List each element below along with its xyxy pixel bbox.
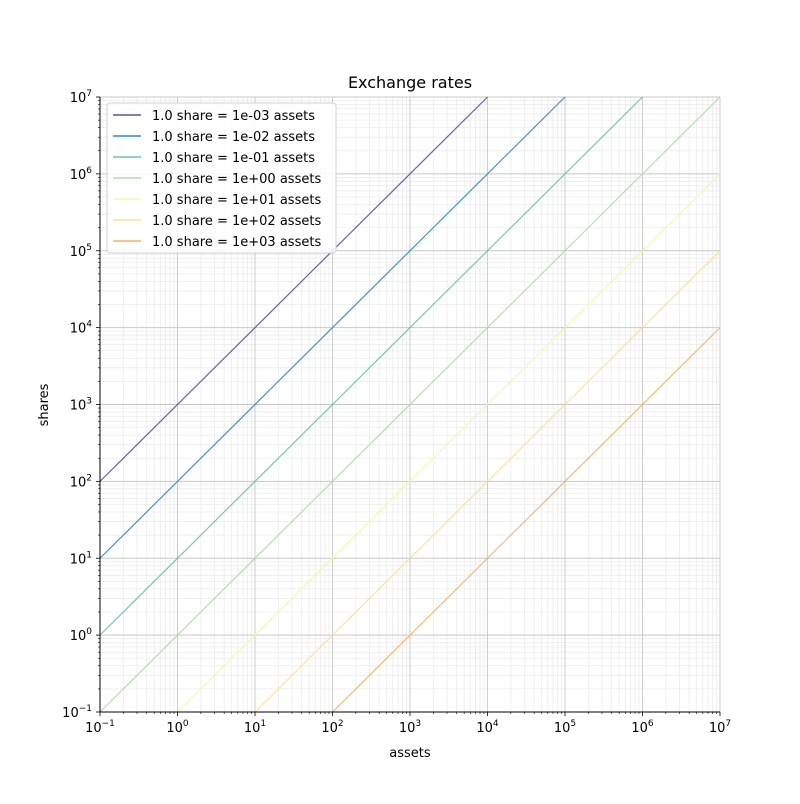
legend-label: 1.0 share = 1e+03 assets [152,235,321,250]
legend-label: 1.0 share = 1e-03 assets [152,109,315,124]
y-tick-label: 10−1 [62,704,92,721]
series-line [332,327,721,713]
legend-label: 1.0 share = 1e+01 assets [152,193,321,208]
series-line [99,96,566,559]
y-tick-label: 103 [70,397,92,414]
y-tick-label: 104 [70,320,93,337]
legend-box [106,102,337,254]
legend-label: 1.0 share = 1e-01 assets [152,151,315,166]
x-tick-label: 101 [244,719,266,736]
x-tick-label: 102 [321,719,343,736]
x-tick-label: 106 [631,719,654,736]
x-tick-label: 104 [476,719,499,736]
y-tick-label: 101 [70,550,92,567]
y-tick-label: 102 [70,473,92,490]
x-axis-label: assets [389,746,431,761]
series-line [99,96,721,713]
legend-label: 1.0 share = 1e+02 assets [152,214,321,229]
y-tick-label: 105 [70,243,92,260]
x-tick-label: 103 [399,719,421,736]
series-line [99,96,488,482]
series-lines [99,96,721,713]
x-tick-label: 10−1 [85,719,115,736]
series-line [99,96,643,636]
chart-title: Exchange rates [348,73,472,92]
series-line [254,250,721,713]
legend-label: 1.0 share = 1e-02 assets [152,130,315,145]
x-tick-label: 107 [709,719,731,736]
legend-label: 1.0 share = 1e+00 assets [152,172,321,187]
y-tick-label: 107 [70,89,92,106]
series-line [177,173,721,713]
y-axis-label: shares [37,383,52,426]
legend: 1.0 share = 1e-03 assets 1.0 share = 1e-0… [106,102,337,254]
y-tick-label: 106 [70,166,93,183]
x-tick-label: 105 [554,719,576,736]
x-tick-label: 100 [166,719,189,736]
y-tick-label: 100 [70,627,93,644]
